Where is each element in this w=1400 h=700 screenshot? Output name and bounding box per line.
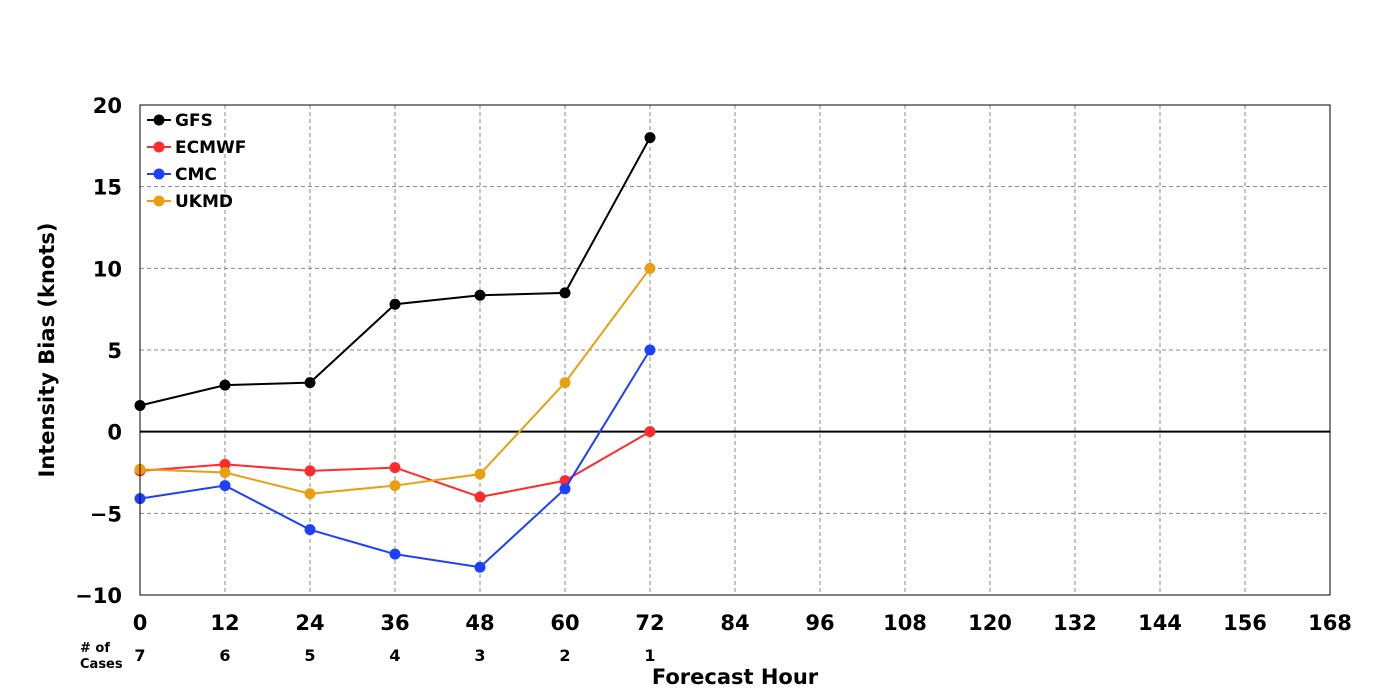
data-point-cmc <box>304 524 316 536</box>
x-tick-label: 108 <box>883 611 927 635</box>
cases-row: # of Cases 7 6 5 4 3 2 1 <box>80 641 656 672</box>
data-point-ecmwf <box>219 458 231 470</box>
grid-layer <box>140 105 1330 595</box>
data-point-ecmwf <box>474 491 486 503</box>
legend-marker-cmc <box>153 168 165 180</box>
plot-frame <box>139 104 1331 596</box>
data-point-ukmd <box>474 468 486 480</box>
cases-header-line1: # of <box>80 641 110 656</box>
y-tick-label: 15 <box>93 176 122 200</box>
legend-label-cmc: CMC <box>175 165 217 185</box>
y-tick-label: 0 <box>107 421 122 445</box>
legend-label-ecmwf: ECMWF <box>175 138 246 158</box>
x-tick-label: 48 <box>465 611 494 635</box>
data-point-ukmd <box>304 488 316 500</box>
x-tick-label: 96 <box>805 611 834 635</box>
data-point-cmc <box>474 561 486 573</box>
data-point-gfs <box>474 289 486 301</box>
x-tick-label: 12 <box>210 611 239 635</box>
x-tick-label: 144 <box>1138 611 1182 635</box>
data-point-ecmwf <box>389 462 401 474</box>
data-point-gfs <box>219 379 231 391</box>
data-point-cmc <box>644 344 656 356</box>
data-point-ukmd <box>219 467 231 478</box>
data-point-cmc <box>219 480 231 492</box>
legend-marker-gfs <box>153 114 165 126</box>
data-point-ecmwf <box>304 465 316 477</box>
legend-label-ukmd: UKMD <box>175 192 233 212</box>
x-tick-label: 132 <box>1053 611 1097 635</box>
x-tick-label: 156 <box>1223 611 1267 635</box>
data-point-cmc <box>559 483 571 495</box>
data-point-ukmd <box>644 262 656 274</box>
data-point-gfs <box>559 287 571 299</box>
legend-marker-ecmwf <box>153 141 165 153</box>
x-tick-label: 36 <box>380 611 409 635</box>
case-count: 1 <box>644 646 655 665</box>
x-tick-label: 24 <box>295 611 324 635</box>
data-point-gfs <box>389 298 401 310</box>
legend-marker-ukmd <box>153 195 165 207</box>
data-point-ukmd <box>389 480 401 492</box>
data-point-ukmd <box>559 377 571 389</box>
y-tick-label: −5 <box>90 502 122 526</box>
x-tick-label: 84 <box>720 611 749 635</box>
x-tick-label: 168 <box>1308 611 1352 635</box>
y-tick-labels: 20 15 10 5 0 −5 −10 <box>75 94 122 608</box>
cases-header-line2: Cases <box>80 657 123 672</box>
y-axis-title: Intensity Bias (knots) <box>35 223 59 478</box>
x-tick-label: 60 <box>550 611 579 635</box>
legend-label-gfs: GFS <box>175 111 213 131</box>
case-count: 6 <box>219 646 230 665</box>
case-count: 7 <box>134 646 145 665</box>
y-tick-label: 5 <box>107 339 122 363</box>
x-tick-label: 0 <box>133 611 148 635</box>
x-tick-label: 72 <box>635 611 664 635</box>
x-tick-label: 120 <box>968 611 1012 635</box>
x-tick-labels: 0 12 24 36 48 60 72 84 96 108 120 132 144 156 168 <box>133 611 1352 635</box>
case-count: 2 <box>559 646 570 665</box>
x-axis-title: Forecast Hour <box>652 665 819 689</box>
y-tick-label: −10 <box>75 584 122 608</box>
y-tick-label: 20 <box>93 94 122 118</box>
legend: GFS ECMWF CMC UKMD <box>147 111 246 212</box>
data-point-gfs <box>644 132 656 144</box>
data-point-ecmwf <box>644 426 656 438</box>
data-point-gfs <box>304 377 316 389</box>
y-tick-label: 10 <box>93 257 122 281</box>
data-point-cmc <box>389 548 401 560</box>
case-count: 5 <box>304 646 315 665</box>
case-count: 3 <box>474 646 485 665</box>
case-count: 4 <box>389 646 400 665</box>
